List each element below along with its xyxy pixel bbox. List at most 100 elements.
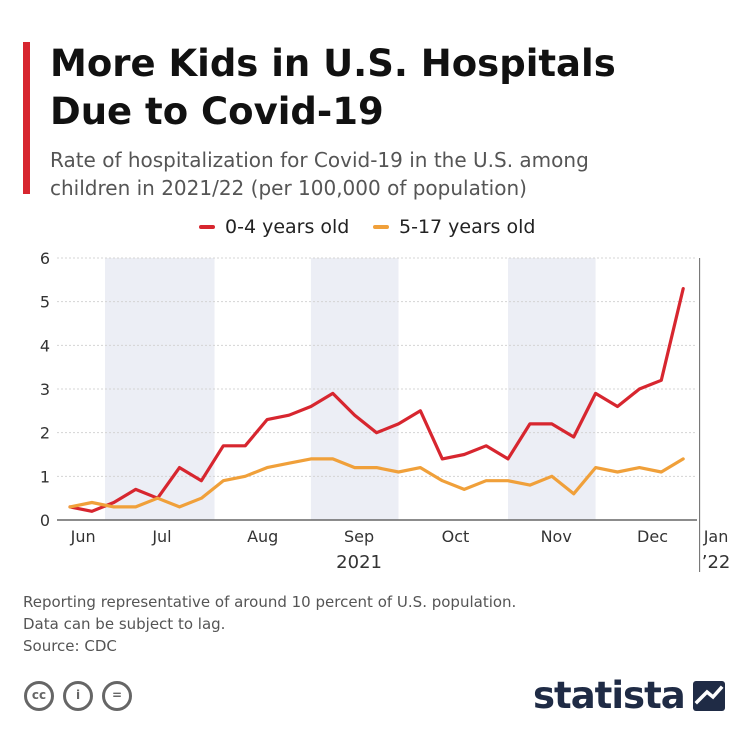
year-label-1: ’22	[702, 552, 731, 573]
series-1-point-25	[616, 470, 619, 474]
legend-swatch-red	[199, 225, 215, 229]
x-tick-label-jan: Jan	[703, 527, 729, 546]
series-0-point-7	[222, 444, 225, 447]
series-0-point-15	[397, 422, 400, 426]
x-tick-label-dec: Dec	[637, 527, 668, 546]
line-chart: 0 1 2 3 4 5 6 Jun Jul Aug Sep Oct Nov Dec Jan 2021 ’22	[40, 249, 731, 573]
series-0-point-22	[550, 422, 553, 426]
series-0-point-25	[616, 405, 619, 408]
series-1-point-6	[200, 496, 203, 500]
series-1-point-21	[528, 483, 532, 487]
subtitle: Rate of hospitalization for Covid-19 in …	[50, 146, 710, 202]
series-0-point-24	[594, 392, 597, 395]
series-1-point-9	[265, 466, 269, 469]
series-1-point-2	[112, 505, 116, 509]
series-0-point-28	[682, 287, 685, 290]
series-0-point-8	[244, 444, 247, 447]
series-0-point-11	[309, 405, 313, 408]
x-tick-label-nov: Nov	[541, 527, 572, 546]
x-tick-label-sep: Sep	[344, 527, 374, 546]
series-0-point-21	[528, 422, 532, 426]
attribution-icon[interactable]: i	[63, 681, 93, 711]
y-tick-label-1: 1	[40, 467, 50, 486]
series-1-point-11	[309, 457, 313, 461]
title-line-1: More Kids in U.S. Hospitals	[50, 42, 616, 85]
legend-label-0-4: 0-4 years old	[225, 216, 350, 238]
year-label-0: 2021	[336, 552, 382, 573]
series-0-point-20	[506, 457, 510, 461]
series-0-point-23	[572, 435, 575, 439]
series-1-point-5	[178, 505, 181, 509]
y-tick-label-3: 3	[40, 380, 50, 399]
series-1-point-0	[68, 505, 72, 509]
cc-icon[interactable]: cc	[24, 681, 54, 711]
series-1-point-15	[397, 470, 400, 474]
license-icons: cc i =	[24, 681, 141, 711]
subtitle-line-2: children in 2021/22 (per 100,000 of popu…	[50, 176, 527, 200]
series-0-point-14	[375, 431, 378, 434]
legend-item-5-17[interactable]: 5-17 years old	[373, 216, 535, 238]
series-1-point-10	[287, 462, 291, 465]
legend-item-0-4[interactable]: 0-4 years old	[199, 216, 349, 238]
y-tick-label-4: 4	[40, 336, 50, 355]
y-tick-label-5: 5	[40, 293, 50, 312]
series-1-point-8	[244, 475, 247, 478]
series-0-point-6	[200, 479, 203, 482]
statista-mark-icon	[692, 681, 725, 711]
series-0-point-5	[178, 466, 181, 469]
no-derivatives-icon-text: =	[111, 688, 123, 702]
legend: 0-4 years old 5-17 years old	[0, 216, 740, 240]
x-tick-label-aug: Aug	[247, 527, 278, 546]
series-1-point-28	[682, 457, 685, 461]
subtitle-line-1: Rate of hospitalization for Covid-19 in …	[50, 148, 589, 172]
y-tick-label-6: 6	[40, 249, 50, 268]
series-1-point-14	[375, 466, 378, 469]
series-0-point-9	[265, 418, 269, 421]
statista-logo[interactable]: statista	[533, 674, 725, 718]
legend-swatch-orange	[373, 225, 389, 229]
brand-name: statista	[533, 674, 686, 717]
series-0-point-16	[419, 409, 422, 413]
series-1-point-18	[463, 488, 466, 491]
legend-label-5-17: 5-17 years old	[399, 216, 536, 238]
attribution-icon-text: i	[75, 688, 81, 702]
series-0-point-19	[484, 444, 488, 447]
series-0-point-12	[331, 392, 334, 395]
series-1-point-23	[572, 492, 575, 495]
series-0-point-18	[463, 453, 466, 456]
series-0-point-2	[112, 501, 116, 504]
x-tick-label-oct: Oct	[442, 527, 470, 546]
series-1-point-20	[506, 479, 510, 482]
series-0-point-17	[441, 457, 444, 461]
y-tick-label-2: 2	[40, 424, 50, 443]
x-tick-label-jul: Jul	[151, 527, 171, 546]
source: Source: CDC	[23, 637, 117, 655]
note-line-2: Data can be subject to lag.	[23, 615, 226, 633]
series-0-point-10	[287, 414, 291, 417]
y-tick-label-0: 0	[40, 511, 50, 530]
series-1-point-4	[156, 496, 159, 500]
series-0-point-27	[660, 379, 663, 382]
note-line-1: Reporting representative of around 10 pe…	[23, 593, 517, 611]
series-1-point-22	[550, 475, 553, 478]
series-1-point-7	[222, 479, 225, 482]
series-1-point-17	[441, 479, 444, 482]
x-tick-label-jun: Jun	[70, 527, 96, 546]
cc-icon-text: cc	[31, 688, 47, 702]
series-0-point-26	[638, 387, 641, 391]
series-1-point-12	[331, 457, 334, 461]
series-0-point-3	[134, 488, 137, 491]
series-1-point-3	[134, 505, 137, 509]
series-1-point-16	[419, 466, 422, 469]
series-0-point-1	[90, 510, 94, 513]
footnote: Reporting representative of around 10 pe…	[23, 591, 723, 657]
series-1-point-1	[90, 501, 94, 504]
title-line-2: Due to Covid-19	[50, 90, 384, 133]
series-1-point-27	[660, 470, 663, 474]
no-derivatives-icon[interactable]: =	[102, 681, 132, 711]
page-title: More Kids in U.S. Hospitals Due to Covid…	[50, 40, 710, 136]
accent-bar	[23, 42, 30, 194]
series-1-point-24	[594, 466, 597, 469]
series-0-point-13	[353, 414, 356, 417]
series-1-point-13	[353, 466, 356, 469]
